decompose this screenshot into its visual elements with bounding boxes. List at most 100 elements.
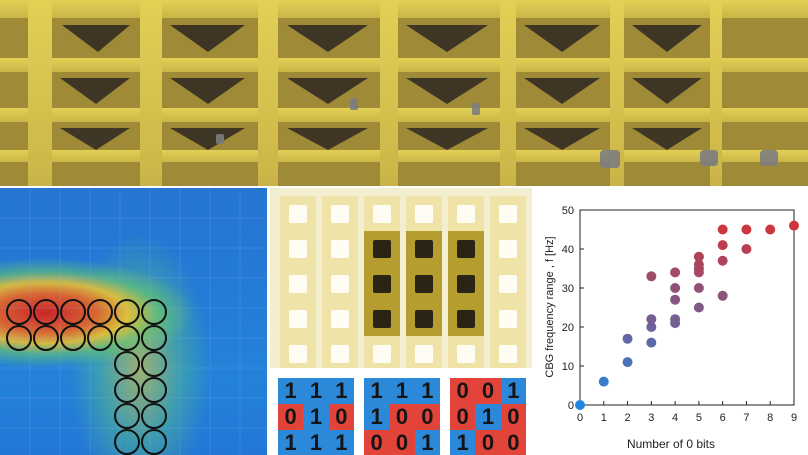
sensor-marker	[141, 377, 167, 403]
cell-opening	[457, 310, 475, 328]
bit-cell: 1	[303, 404, 329, 430]
bit-cell: 1	[414, 430, 440, 455]
scatter-point	[693, 283, 704, 293]
bit-cell: 0	[414, 404, 440, 430]
scatter-point	[670, 314, 681, 325]
scatter-point	[670, 267, 681, 278]
bit-cell: 1	[278, 430, 304, 455]
scatter-point	[765, 224, 776, 235]
sensor-marker	[6, 299, 32, 325]
cell-opening	[331, 310, 349, 328]
bit-cell: 0	[364, 430, 390, 455]
lattice-cell	[490, 266, 526, 302]
bit-cell: 0	[500, 430, 526, 455]
bit-cell: 0	[500, 404, 526, 430]
sensor-marker	[114, 403, 140, 429]
sensor-marker	[114, 429, 140, 455]
sensor-marker	[141, 429, 167, 455]
scatter-point	[646, 271, 657, 282]
cell-opening	[499, 240, 517, 258]
scatter-point	[670, 283, 681, 293]
cell-opening	[331, 275, 349, 293]
sensor-marker	[141, 351, 167, 377]
bit-cell: 1	[303, 430, 329, 455]
data-points	[575, 220, 799, 410]
cell-opening	[289, 240, 307, 258]
scatter-point	[717, 240, 728, 251]
sensor-marker	[87, 299, 113, 325]
lattice-cell	[490, 301, 526, 337]
cell-opening	[331, 240, 349, 258]
active-lattice-cell	[364, 301, 400, 337]
lattice-cell	[448, 336, 484, 368]
bit-cell: 1	[328, 430, 354, 455]
cell-opening	[373, 310, 391, 328]
bit-cell: 1	[500, 378, 526, 404]
cell-opening	[373, 205, 391, 223]
lattice-cell	[322, 231, 358, 267]
lattice-cell	[280, 231, 316, 267]
sensor-marker	[114, 377, 140, 403]
active-lattice-cell	[406, 266, 442, 302]
cell-opening	[331, 345, 349, 363]
x-tick-label: 8	[767, 412, 773, 424]
scatter-point	[717, 255, 728, 266]
active-lattice-cell	[448, 231, 484, 267]
active-lattice-cell	[448, 266, 484, 302]
x-axis-label: Number of 0 bits	[627, 437, 715, 451]
cell-opening	[289, 205, 307, 223]
bit-cell: 0	[328, 404, 354, 430]
bit-cell: 0	[278, 404, 304, 430]
x-tick-label: 0	[577, 412, 583, 424]
scatter-point	[646, 314, 657, 325]
lattice-cell	[280, 266, 316, 302]
sensor-marker	[114, 351, 140, 377]
cell-opening	[415, 240, 433, 258]
y-tick-label: 0	[568, 400, 574, 412]
lattice-cell	[448, 196, 484, 232]
x-tick-label: 1	[601, 412, 607, 424]
cell-opening	[415, 205, 433, 223]
cell-opening	[289, 275, 307, 293]
active-lattice-cell	[406, 231, 442, 267]
heatmap	[0, 188, 267, 455]
lattice-cell	[322, 196, 358, 232]
cell-opening	[499, 345, 517, 363]
scatter-point	[622, 333, 633, 344]
scatter-point	[598, 376, 609, 387]
sensor-marker	[141, 403, 167, 429]
x-tick-label: 2	[624, 412, 630, 424]
y-tick-label: 40	[562, 244, 574, 256]
sensor-marker	[60, 299, 86, 325]
cell-opening	[415, 310, 433, 328]
bit-cell: 0	[450, 404, 476, 430]
sensor-marker	[87, 325, 113, 351]
lattice-cell	[322, 301, 358, 337]
cell-opening	[457, 205, 475, 223]
cell-opening	[373, 345, 391, 363]
scatter-point	[741, 224, 752, 235]
lattice-cell	[280, 196, 316, 232]
y-axis: 0 10 20 30 40 50	[562, 205, 584, 412]
active-lattice-cell	[448, 301, 484, 337]
lattice-cell	[322, 336, 358, 368]
bit-cell: 1	[278, 378, 304, 404]
bit-cell: 1	[414, 378, 440, 404]
active-lattice-cell	[364, 266, 400, 302]
lattice-photo-art	[0, 0, 808, 186]
y-tick-label: 50	[562, 205, 574, 217]
scatter-point	[741, 244, 752, 254]
cell-opening	[457, 240, 475, 258]
lattice-cell	[406, 196, 442, 232]
lattice-cell	[280, 301, 316, 337]
cell-opening	[289, 345, 307, 363]
sensor-marker	[6, 325, 32, 351]
x-tick-label: 4	[672, 412, 678, 424]
cell-opening	[415, 345, 433, 363]
bit-cell: 0	[389, 430, 415, 455]
scatter-point	[622, 357, 633, 368]
scatter-point	[693, 259, 704, 270]
